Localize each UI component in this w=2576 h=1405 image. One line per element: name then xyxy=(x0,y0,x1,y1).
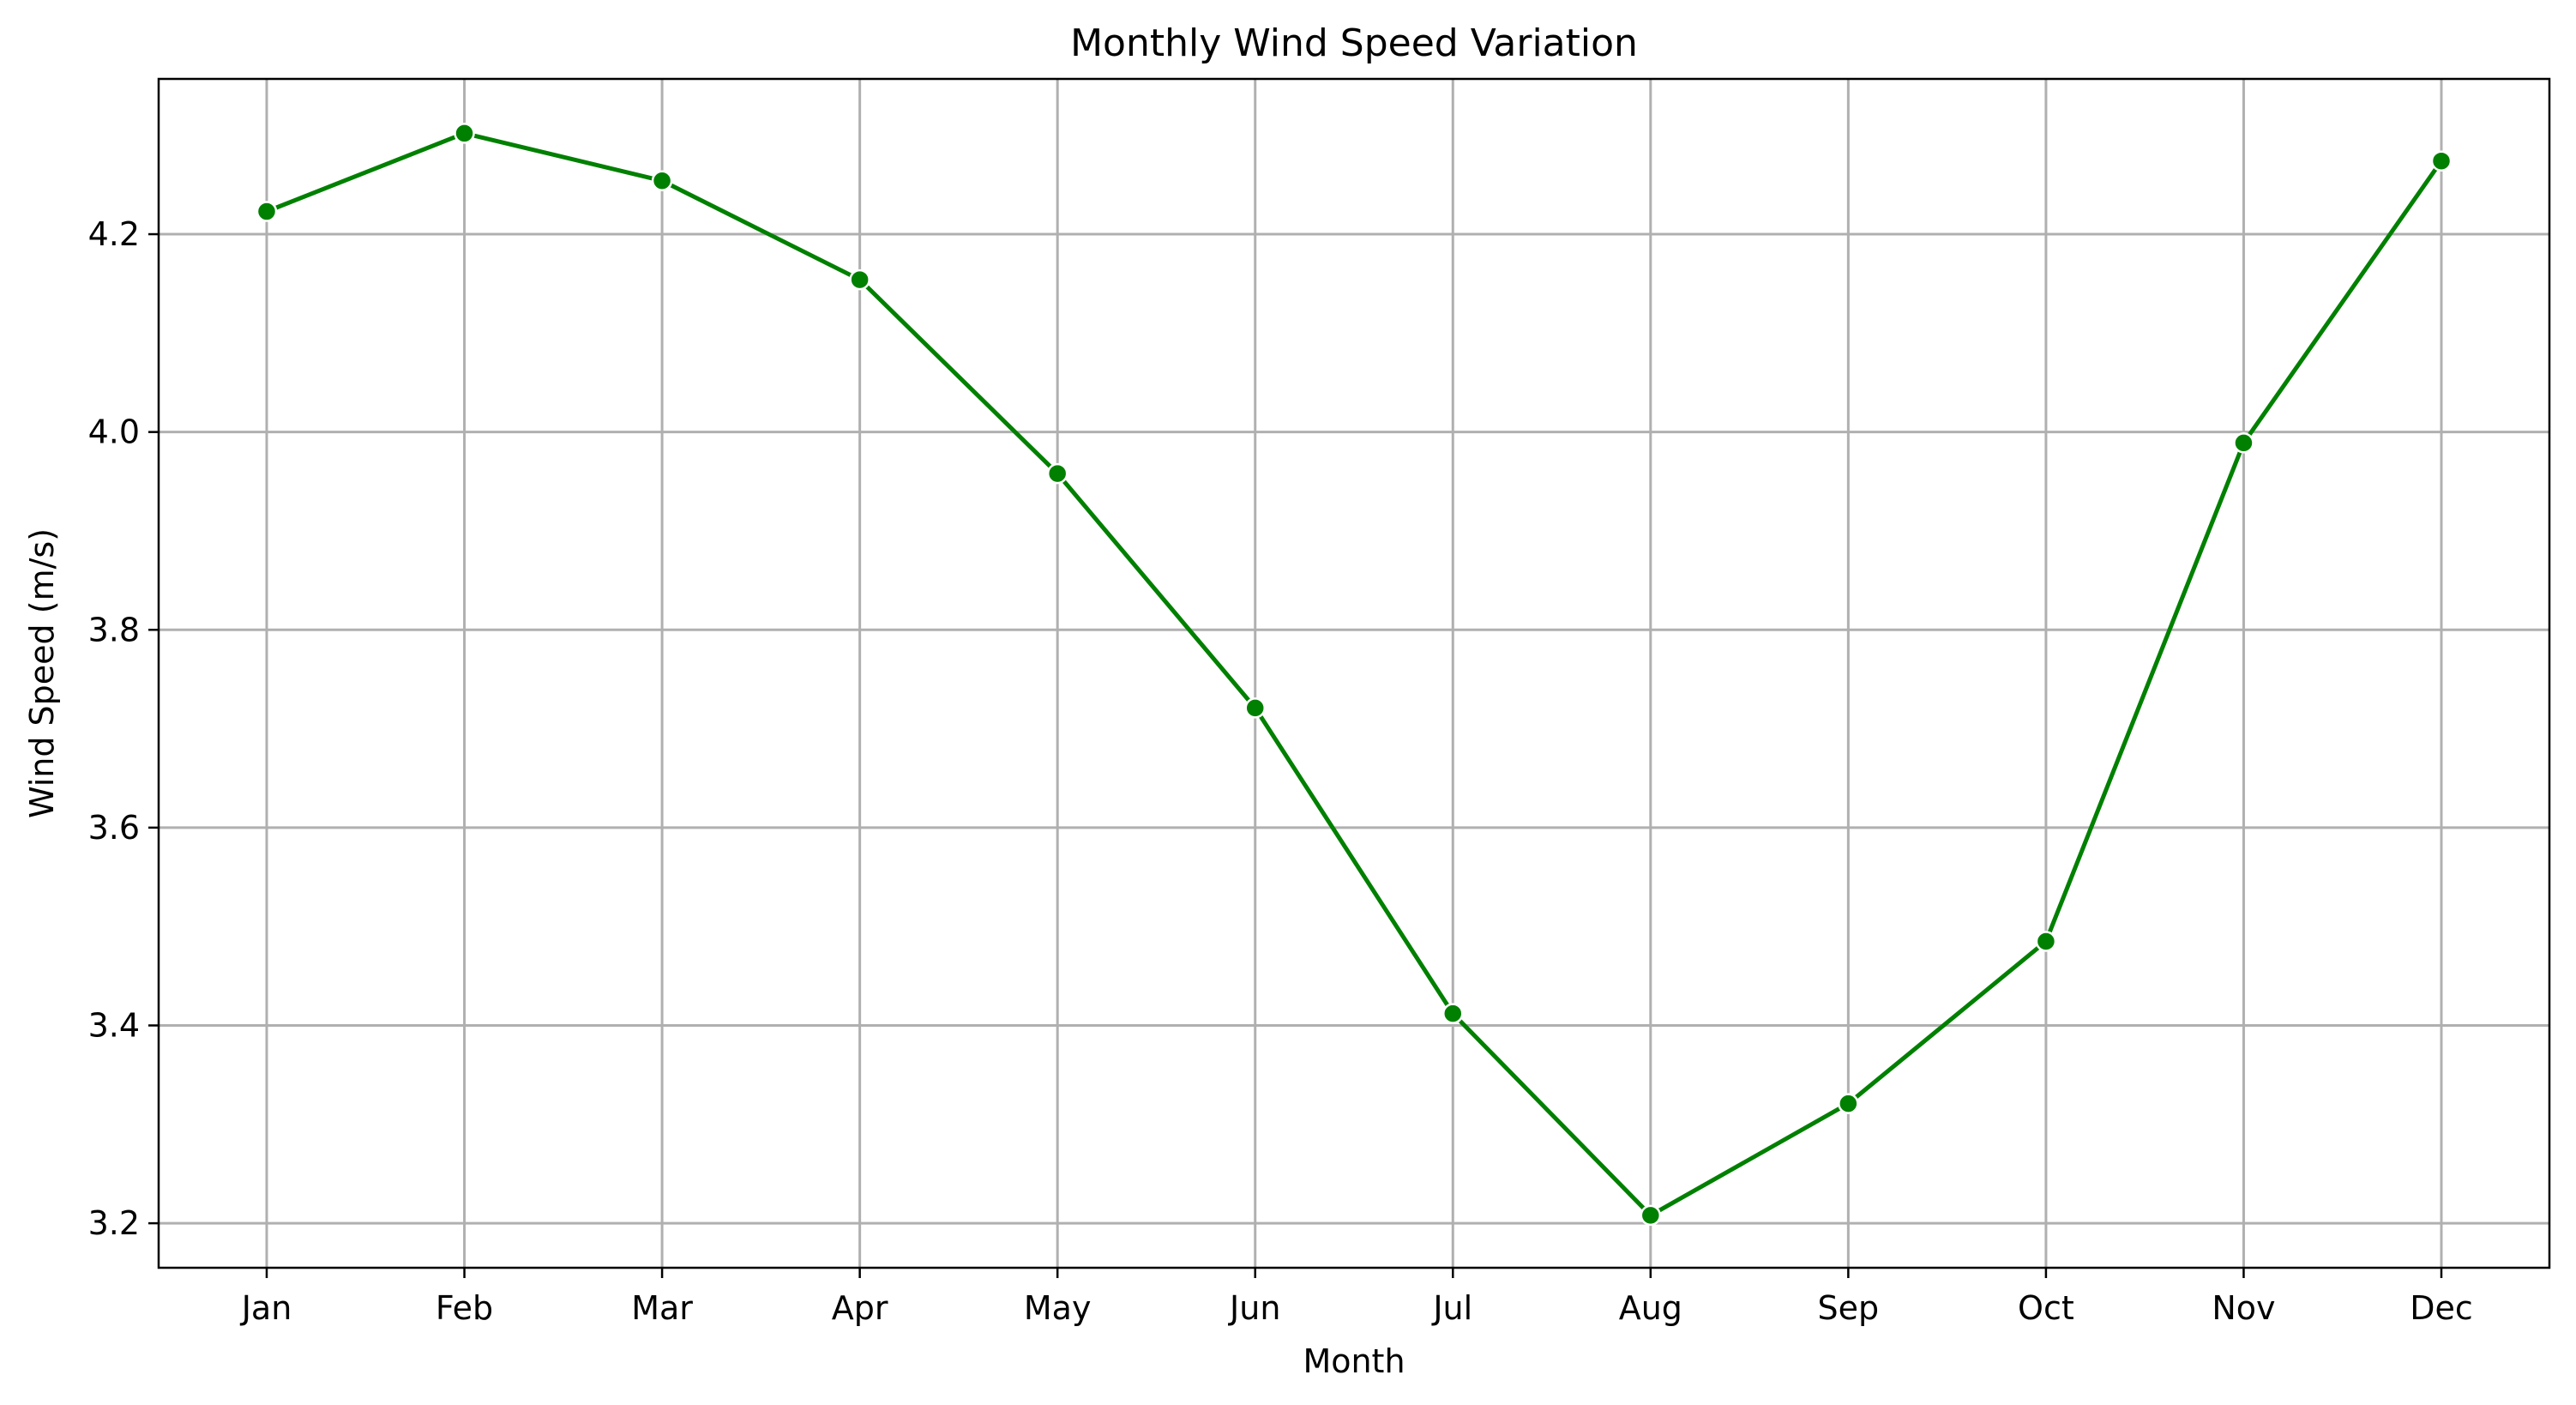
data-point-sep xyxy=(1838,1093,1859,1114)
y-tick-label: 4.2 xyxy=(88,215,140,253)
y-tick-label: 3.2 xyxy=(88,1204,140,1242)
x-tick-label: Apr xyxy=(832,1289,888,1327)
x-tick-label: Jul xyxy=(1431,1289,1472,1327)
axis-ticks: Jan Feb Mar Apr May Jun Jul Aug Sep Oct Nov Dec 3.2 3… xyxy=(88,215,2473,1327)
x-tick-label: Aug xyxy=(1619,1289,1682,1327)
series-line xyxy=(264,130,2444,1218)
x-axis-label: Month xyxy=(1303,1342,1405,1380)
x-tick-label: Dec xyxy=(2410,1289,2473,1327)
y-tick-label: 4.0 xyxy=(88,413,140,451)
x-tick-label: Oct xyxy=(2018,1289,2074,1327)
series-layer xyxy=(256,123,2453,1227)
data-point-dec xyxy=(2430,150,2453,172)
y-tick-label: 3.4 xyxy=(88,1006,140,1044)
grid-lines xyxy=(159,79,2549,1268)
data-point-mar xyxy=(651,170,673,192)
x-tick-label: Sep xyxy=(1818,1289,1880,1327)
plot-frame xyxy=(157,77,2551,1269)
x-tick-label: Mar xyxy=(631,1289,693,1327)
y-axis-label: Wind Speed (m/s) xyxy=(23,528,61,818)
data-point-aug xyxy=(1640,1204,1662,1227)
y-tick-label: 3.8 xyxy=(88,611,140,648)
x-tick-label: May xyxy=(1024,1289,1092,1327)
data-point-feb xyxy=(454,123,475,144)
data-point-jan xyxy=(256,201,278,222)
x-tick-label: Jan xyxy=(240,1289,292,1327)
data-point-may xyxy=(1046,462,1068,485)
y-tick-label: 3.6 xyxy=(88,809,140,847)
x-tick-label: Nov xyxy=(2212,1289,2275,1327)
data-point-jun xyxy=(1244,697,1266,719)
x-tick-label: Feb xyxy=(436,1289,493,1327)
data-point-apr xyxy=(849,268,870,291)
x-tick-label: Jun xyxy=(1228,1289,1280,1327)
data-point-jul xyxy=(1442,1003,1464,1024)
data-point-oct xyxy=(2035,931,2057,952)
data-point-nov xyxy=(2233,432,2254,454)
chart-title: Monthly Wind Speed Variation xyxy=(1070,21,1638,65)
